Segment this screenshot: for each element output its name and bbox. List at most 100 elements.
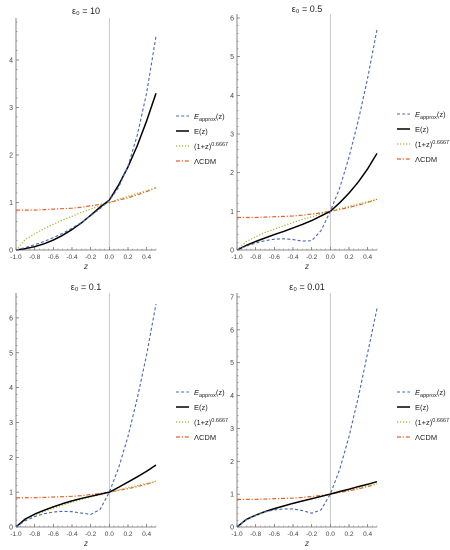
- x-axis-label: z: [304, 262, 309, 271]
- x-tick-label: 0.0: [105, 531, 114, 538]
- chart-panel-4: ε₀ = 0.01 0 1 2 3 4 5 6 7 -1.0 -0.8 -0.6 -0.4 -0.2 0.0…: [230, 282, 449, 548]
- y-tick-label: 3: [230, 426, 234, 433]
- y-tick-label: 6: [230, 16, 234, 23]
- x-axis-label: z: [83, 262, 88, 271]
- y-tick-label: 1: [230, 209, 234, 216]
- x-tick-label: -0.2: [306, 254, 318, 261]
- series-line-approx: [15, 303, 157, 528]
- x-tick-label: 0.4: [363, 531, 372, 538]
- series-line-lcdm: [237, 198, 378, 219]
- legend-label: Eapprox(z): [415, 388, 446, 399]
- y-tick-label: 5: [9, 350, 13, 357]
- y-tick-label: 4: [9, 385, 13, 392]
- x-tick-label: -0.6: [269, 531, 281, 538]
- y-tick-label: 2: [9, 153, 13, 160]
- x-tick-label: -0.8: [29, 531, 41, 538]
- x-tick-label: 0.4: [142, 254, 151, 261]
- y-tick-label: 1: [9, 490, 13, 497]
- x-axis-label: z: [304, 539, 309, 548]
- series-line-approx: [15, 36, 157, 251]
- x-tick-label: 0.2: [344, 254, 353, 261]
- x-tick-label: -1.0: [10, 254, 22, 261]
- series-line-exact: [236, 152, 378, 251]
- series-line-power: [15, 187, 157, 251]
- legend-label: E(z): [194, 403, 208, 412]
- chart-panel-3: ε₀ = 0.1 0 1 2 3 4 5 6 -1.0 -0.8 -0.6 -0.4 -0.2 0.0 0.…: [9, 282, 228, 548]
- x-tick-label: -0.4: [287, 254, 299, 261]
- x-tick-label: -0.4: [66, 254, 78, 261]
- legend-label: (1+z)0.6667: [194, 142, 228, 151]
- x-tick-label: -0.2: [306, 531, 318, 538]
- y-tick-label: 3: [230, 132, 234, 139]
- y-tick-label: 2: [230, 170, 234, 177]
- chart-title: ε₀ = 0.01: [289, 282, 325, 292]
- y-tick-label: 6: [230, 327, 234, 334]
- y-tick-label: 0: [230, 248, 234, 255]
- x-tick-label: 0.0: [105, 254, 114, 261]
- series-line-exact: [15, 464, 157, 528]
- series-line-power: [236, 198, 378, 251]
- x-tick-label: 0.0: [326, 254, 335, 261]
- series-line-power: [236, 483, 378, 528]
- y-tick-label: 4: [230, 393, 234, 400]
- legend-label: (1+z)0.6667: [194, 418, 228, 427]
- y-tick-label: 6: [9, 315, 13, 322]
- chart-panel-1: ε₀ = 10 0 1 2 3 4 -1.0 -0.8 -0.6 -0.4 -0.2 0.0 0.2 0.…: [9, 6, 228, 271]
- series-line-approx: [236, 308, 378, 528]
- x-tick-label: 0.4: [142, 531, 151, 538]
- series-line-exact: [15, 93, 157, 251]
- y-tick-label: 2: [9, 455, 13, 462]
- x-tick-label: -0.8: [250, 254, 262, 261]
- y-tick-label: 1: [230, 492, 234, 499]
- legend-label: ΛCDM: [194, 433, 216, 442]
- series-line-lcdm: [237, 483, 378, 500]
- legend-label: ΛCDM: [194, 157, 216, 166]
- legend-label: (1+z)0.6667: [415, 418, 449, 427]
- x-tick-label: -0.2: [85, 254, 97, 261]
- x-tick-label: 0.2: [123, 531, 132, 538]
- legend-label: (1+z)0.6667: [415, 140, 449, 149]
- x-tick-label: 0.0: [326, 531, 335, 538]
- legend-label: Eapprox(z): [194, 388, 225, 399]
- x-axis-label: z: [83, 539, 88, 548]
- y-tick-label: 0: [9, 525, 13, 532]
- legend-label: ΛCDM: [415, 433, 437, 442]
- chart-title: ε₀ = 0.5: [292, 4, 323, 14]
- x-tick-label: -0.6: [48, 254, 60, 261]
- legend-label: Eapprox(z): [194, 112, 225, 123]
- x-tick-label: 0.2: [344, 531, 353, 538]
- x-tick-label: 0.2: [123, 254, 132, 261]
- chart-title: ε₀ = 0.1: [71, 282, 102, 292]
- series-line-lcdm: [16, 480, 157, 499]
- x-tick-label: -0.4: [66, 531, 78, 538]
- y-tick-label: 7: [230, 295, 234, 302]
- legend-label: E(z): [415, 125, 429, 134]
- series-line-approx: [236, 29, 378, 251]
- series-line-power: [15, 480, 157, 528]
- y-tick-label: 2: [230, 459, 234, 466]
- y-tick-label: 5: [230, 360, 234, 367]
- x-tick-label: -0.4: [287, 531, 299, 538]
- y-tick-label: 4: [230, 93, 234, 100]
- y-tick-label: 3: [9, 420, 13, 427]
- x-tick-label: -0.8: [250, 531, 262, 538]
- legend-label: Eapprox(z): [415, 110, 446, 121]
- y-tick-label: 0: [9, 248, 13, 255]
- legend-label: E(z): [194, 127, 208, 136]
- y-tick-label: 4: [9, 58, 13, 65]
- y-tick-label: 1: [9, 200, 13, 207]
- y-tick-label: 0: [230, 525, 234, 532]
- x-tick-label: -0.6: [269, 254, 281, 261]
- y-tick-label: 5: [230, 54, 234, 61]
- legend-label: E(z): [415, 403, 429, 412]
- y-tick-label: 3: [9, 105, 13, 112]
- x-tick-label: -0.8: [29, 254, 41, 261]
- series-line-lcdm: [16, 187, 157, 211]
- x-tick-label: -1.0: [231, 254, 243, 261]
- chart-panel-2: ε₀ = 0.5 0 1 2 3 4 5 6 -1.0 -0.8 -0.6 -0.4 -0.2 0.0 0.…: [230, 4, 449, 271]
- x-tick-label: -0.2: [85, 531, 97, 538]
- legend-label: ΛCDM: [415, 155, 437, 164]
- x-tick-label: -1.0: [10, 531, 22, 538]
- x-tick-label: -0.6: [48, 531, 60, 538]
